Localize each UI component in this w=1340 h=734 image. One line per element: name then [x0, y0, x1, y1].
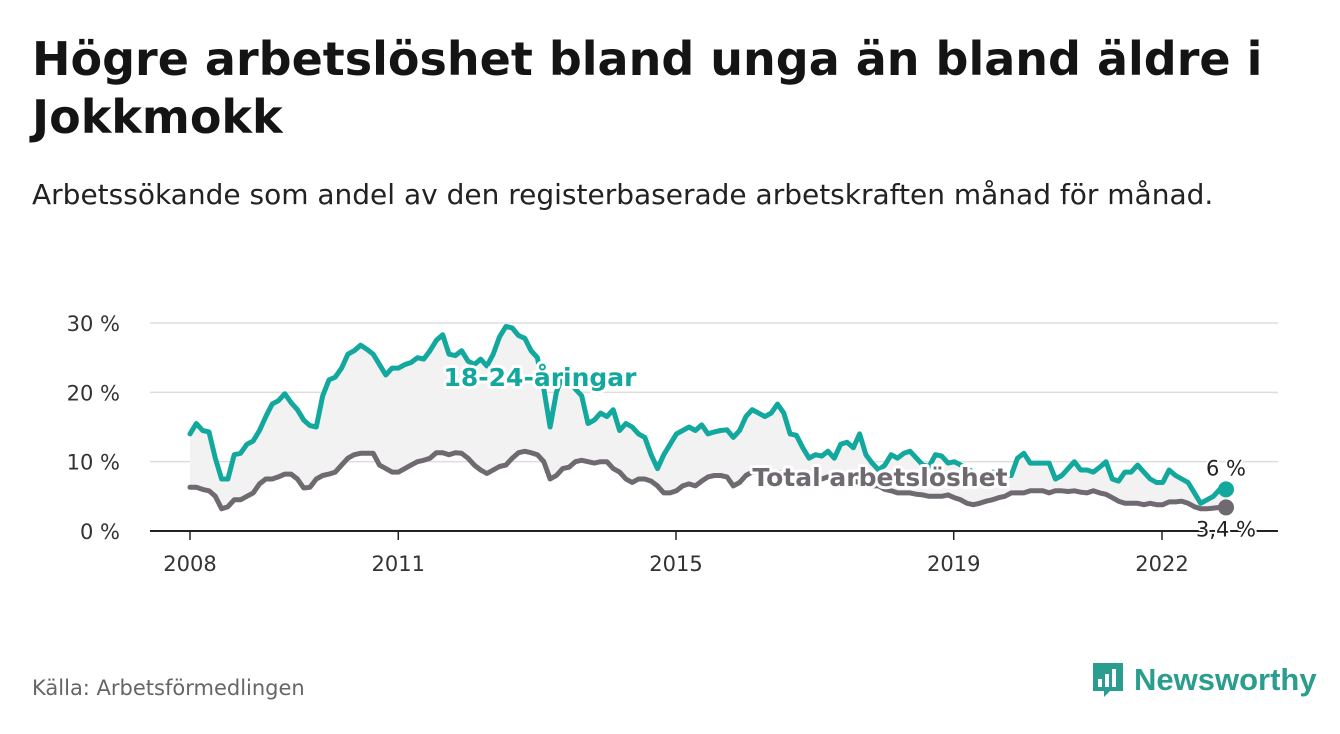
- y-tick-label: 0 %: [80, 520, 120, 544]
- series-label-total: Total arbetslöshet: [752, 463, 1007, 492]
- series-label-youth: 18-24-åringar: [444, 363, 638, 392]
- y-tick-label: 20 %: [67, 381, 120, 405]
- chart-subtitle: Arbetssökande som andel av den registerb…: [32, 178, 1214, 211]
- brand-name: Newsworthy: [1134, 662, 1317, 697]
- chart-title: Högre arbetslöshet bland unga än bland ä…: [32, 32, 1263, 144]
- y-tick-label: 30 %: [67, 312, 120, 336]
- x-tick-label: 2019: [927, 552, 980, 576]
- newsworthy-logo-icon: [1093, 663, 1123, 697]
- x-tick-label: 2011: [372, 552, 425, 576]
- source-note: Källa: Arbetsförmedlingen: [32, 676, 305, 700]
- x-tick-label: 2022: [1135, 552, 1188, 576]
- end-label-youth: 6 %: [1206, 456, 1246, 480]
- series-line-total: [187, 448, 1229, 512]
- y-tick-label: 10 %: [67, 451, 120, 475]
- x-tick-label: 2015: [649, 552, 702, 576]
- end-point-total: [1218, 499, 1234, 516]
- x-tick-label: 2008: [163, 552, 216, 576]
- band-between-series: [190, 326, 1226, 509]
- end-point-youth: [1218, 481, 1234, 498]
- brand-logo: Newsworthy: [1090, 660, 1317, 700]
- series-line-youth: [187, 324, 1229, 506]
- end-label-total: 3,4 %: [1196, 517, 1256, 541]
